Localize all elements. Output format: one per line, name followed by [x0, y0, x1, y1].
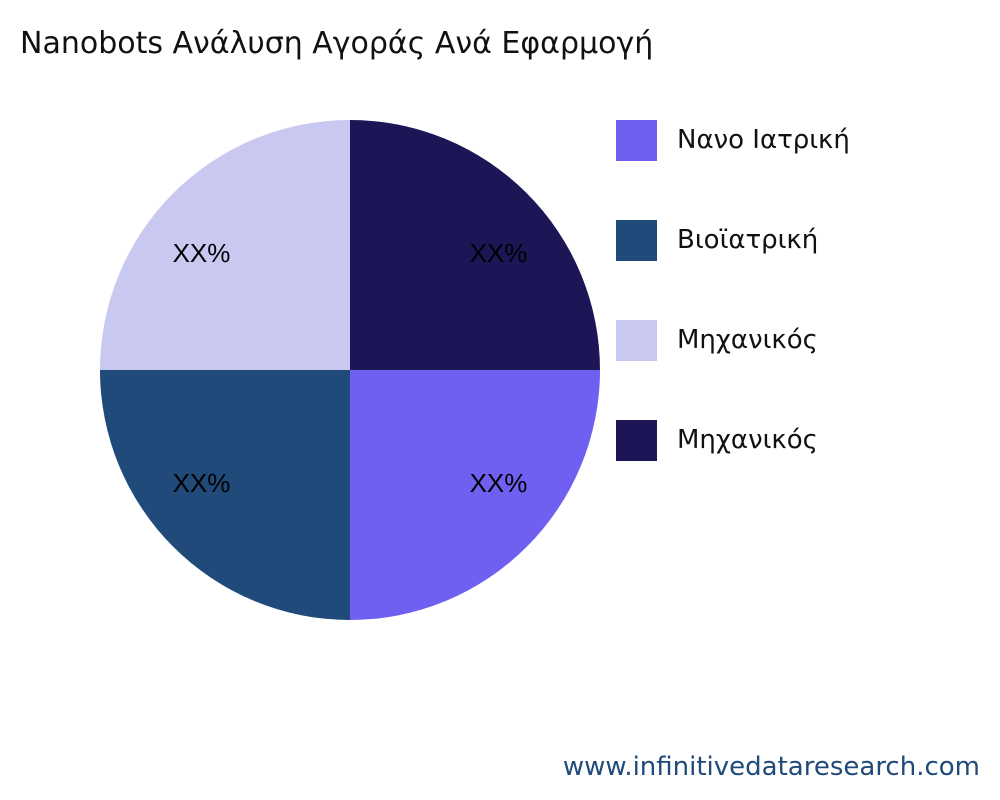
data-label-2: XX%: [173, 238, 231, 268]
source-watermark[interactable]: www.infinitivedataresearch.com: [562, 752, 980, 782]
pie-slice-0[interactable]: [350, 370, 600, 620]
legend-swatch: [616, 319, 657, 361]
legend-label: Βιοϊατρική: [677, 225, 819, 255]
legend-swatch: [616, 219, 657, 261]
data-label-0: XX%: [470, 468, 528, 498]
legend-label: Νανο Ιατρική: [677, 125, 850, 155]
data-label-3: XX%: [470, 238, 528, 268]
chart-title: Nanobots Ανάλυση Αγοράς Ανά Εφαρμογή: [20, 26, 654, 61]
legend-swatch: [616, 419, 657, 461]
pie-slice-3[interactable]: [350, 120, 600, 370]
legend-label: Μηχανικός: [677, 325, 818, 355]
legend-item-mechanical-light[interactable]: Μηχανικός: [616, 319, 818, 361]
legend-item-mechanical-dark[interactable]: Μηχανικός: [616, 419, 818, 461]
data-label-1: XX%: [173, 468, 231, 498]
legend-swatch: [616, 119, 657, 161]
legend-item-nano-medicine[interactable]: Νανο Ιατρική: [616, 119, 850, 161]
legend-label: Μηχανικός: [677, 425, 818, 455]
pie-slice-1[interactable]: [100, 370, 350, 620]
legend-item-biomedicine[interactable]: Βιοϊατρική: [616, 219, 818, 261]
pie-slice-2[interactable]: [100, 120, 350, 370]
